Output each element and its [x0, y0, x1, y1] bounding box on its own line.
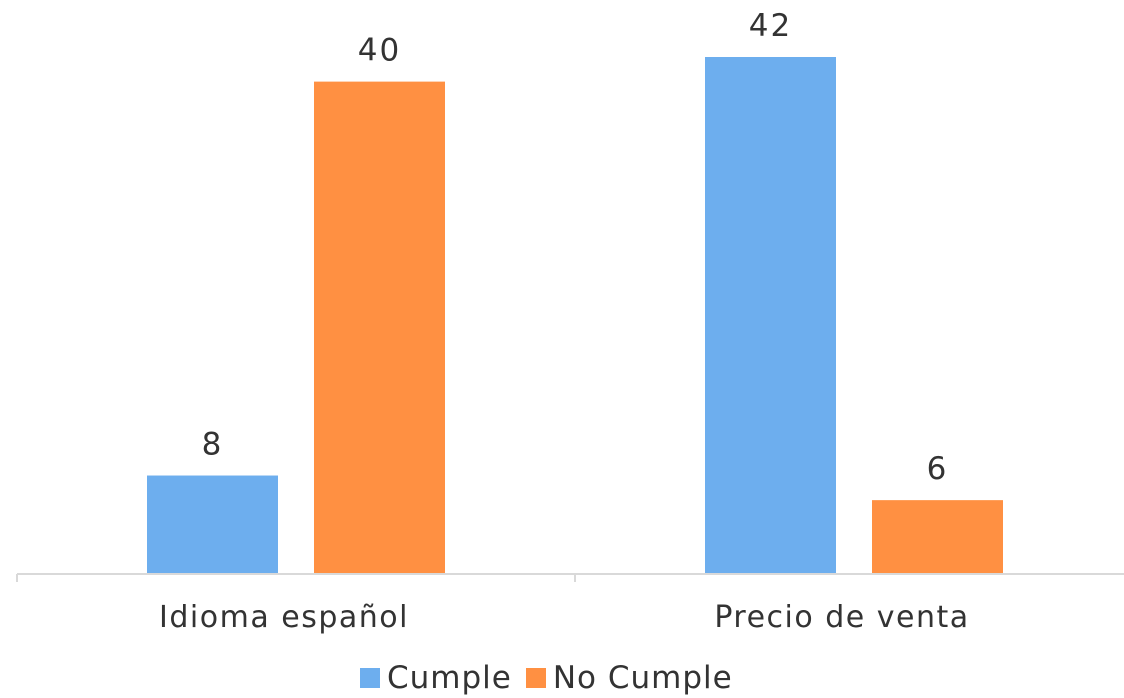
bar-cumple-1	[147, 475, 278, 574]
legend-item-cumple: Cumple	[360, 660, 512, 696]
legend-label-no-cumple: No Cumple	[552, 660, 733, 696]
legend-item-no-cumple: No Cumple	[525, 660, 733, 696]
data-label: 8	[202, 427, 224, 463]
category-labels-layer: Idioma español Precio de venta	[159, 600, 969, 635]
category-label: Idioma español	[159, 600, 409, 635]
bar-no-cumple-1	[314, 81, 445, 574]
data-label: 42	[749, 8, 792, 44]
legend-swatch-cumple	[360, 668, 380, 688]
bar-cumple-2	[705, 57, 836, 574]
bars-layer	[147, 57, 1003, 574]
data-label: 6	[927, 451, 949, 487]
data-labels-layer: 8 40 42 6	[202, 8, 949, 487]
category-label: Precio de venta	[714, 600, 969, 635]
legend: Cumple No Cumple	[360, 659, 733, 697]
x-axis	[16, 573, 1124, 582]
bar-no-cumple-2	[872, 500, 1003, 574]
legend-label-cumple: Cumple	[387, 660, 512, 696]
data-label: 40	[358, 33, 401, 69]
legend-swatch-no-cumple	[525, 668, 546, 688]
